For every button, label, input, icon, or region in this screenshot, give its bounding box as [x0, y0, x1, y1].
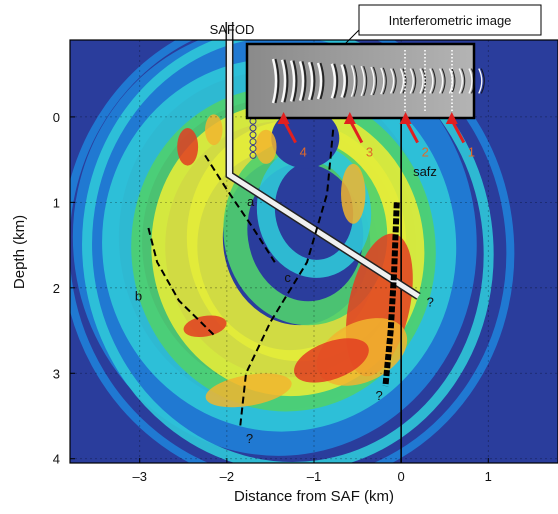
inset-wavefront [419, 68, 424, 94]
fault-label: safz [413, 164, 437, 179]
heatmap-hotspot [255, 129, 277, 164]
heatmap-hotspot [177, 128, 199, 166]
inset-wavefront-shadow [301, 61, 307, 101]
inset-wavefront-shadow [461, 68, 466, 94]
inset-wavefront [429, 68, 434, 94]
inset-wavefront-shadow [412, 68, 417, 94]
inset-wavefront-shadow [392, 68, 397, 94]
inset-wavefront [478, 68, 483, 94]
heatmap-hotspot [341, 163, 366, 224]
x-tick-label: 1 [485, 469, 492, 484]
inset-wavefront [307, 61, 314, 101]
inset-wavefront [458, 68, 463, 94]
borehole-marker [249, 124, 257, 132]
reflector-b [147, 227, 215, 336]
inset-wavefront-shadow [431, 68, 436, 94]
inset-wavefront-shadow [451, 68, 456, 94]
borehole-marker [249, 145, 257, 153]
heatmap-hotspot [205, 373, 292, 408]
borehole-marker [249, 131, 257, 139]
inset-title: Interferometric image [389, 13, 512, 28]
inset-wavefront [316, 62, 323, 100]
inset-wavefront-shadow [470, 68, 476, 94]
inset-wavefront-shadow [363, 65, 368, 97]
x-tick-label: 0 [398, 469, 405, 484]
inset-wavefront-shadow [319, 62, 325, 100]
inset-wavefront-shadow [274, 58, 280, 104]
borehole-end-question: ? [427, 294, 434, 309]
inset-image: Interferometric image 1 2 3 4 [245, 4, 542, 160]
y-tick-label: 4 [53, 452, 60, 467]
x-tick-label: –2 [220, 469, 234, 484]
inset-wavefront [448, 68, 454, 94]
y-tick-label: 2 [53, 281, 60, 296]
borehole: ? [225, 22, 434, 309]
heatmap-hotspot [205, 114, 223, 146]
borehole-marker [249, 151, 257, 159]
inset-wavefront-shadow [283, 59, 289, 103]
y-tick-label: 1 [53, 195, 60, 210]
borehole-marker [249, 138, 257, 146]
inset-wavefront-shadow [441, 68, 446, 94]
inset-wavefront [280, 59, 287, 103]
inset-wavefront [409, 68, 414, 94]
inset-connector [344, 29, 360, 45]
inset-arrow-label-4: 4 [300, 145, 307, 160]
inset-wavefront-shadow [372, 66, 378, 96]
inset-arrowhead-4 [277, 112, 290, 124]
inset-wavefront [468, 68, 473, 94]
axes: –3 –2 –1 0 1 0 1 2 3 4 [53, 39, 558, 484]
reflector-fault-zone [382, 202, 400, 387]
inset-wavefront-shadow [292, 60, 298, 102]
interpreted-reflectors: a b c?? [135, 117, 400, 446]
y-tick-label: 0 [53, 110, 60, 125]
inset-wavefront [271, 58, 278, 104]
reflector-end-question: ? [246, 431, 253, 446]
borehole-core [226, 40, 420, 299]
reflector-end-question: ? [375, 388, 382, 403]
inset-wavefront-shadow [421, 68, 427, 94]
inset-wavefront [389, 68, 395, 94]
inset-wavefront [289, 60, 296, 102]
inset-arrowhead-3 [343, 112, 356, 124]
inset-wavefront-shadow [310, 61, 316, 101]
heatmap-arc [70, 40, 515, 463]
reflector-c [238, 129, 335, 429]
inset-wavefront-shadow [333, 63, 339, 99]
inset-wavefront [438, 68, 444, 94]
inset-arrow-label-1: 1 [468, 145, 475, 160]
inset-wavefront-shadow [343, 64, 349, 98]
borehole-label: SAFOD [210, 22, 255, 37]
inset-arrowhead-1 [445, 112, 458, 124]
inset-arrow-label-2: 2 [422, 145, 429, 160]
x-tick-label: –3 [132, 469, 146, 484]
inset-wavefront-shadow [402, 68, 407, 94]
reflector-label-a: a [247, 194, 255, 209]
inset-frame [245, 42, 476, 120]
heatmap-hotspot [294, 338, 369, 383]
reflector-label-c: c [284, 270, 291, 285]
inset-wavefront [380, 67, 385, 95]
inset-wavefront-shadow [382, 67, 387, 95]
inset-wavefront [399, 68, 405, 94]
inset-wavefront-shadow [480, 68, 485, 94]
inset-wavefront [360, 65, 365, 97]
inset-wavefront [298, 61, 305, 101]
inset-wavefront [340, 64, 346, 98]
y-tick-label: 3 [53, 366, 60, 381]
inset-wavefront [330, 63, 336, 99]
inset-wavefront-shadow [353, 65, 358, 97]
inset-arrowhead-2 [399, 112, 412, 124]
x-axis-label: Distance from SAF (km) [234, 488, 394, 505]
y-axis-label: Depth (km) [11, 215, 28, 289]
inset-wavefront [350, 65, 356, 97]
x-tick-label: –1 [307, 469, 321, 484]
inset-arrow-label-3: 3 [366, 145, 373, 160]
reflector-label-b: b [135, 289, 142, 304]
heatmap-arc [82, 40, 494, 463]
inset-wavefront [370, 66, 375, 96]
inset-title-box [358, 4, 542, 36]
